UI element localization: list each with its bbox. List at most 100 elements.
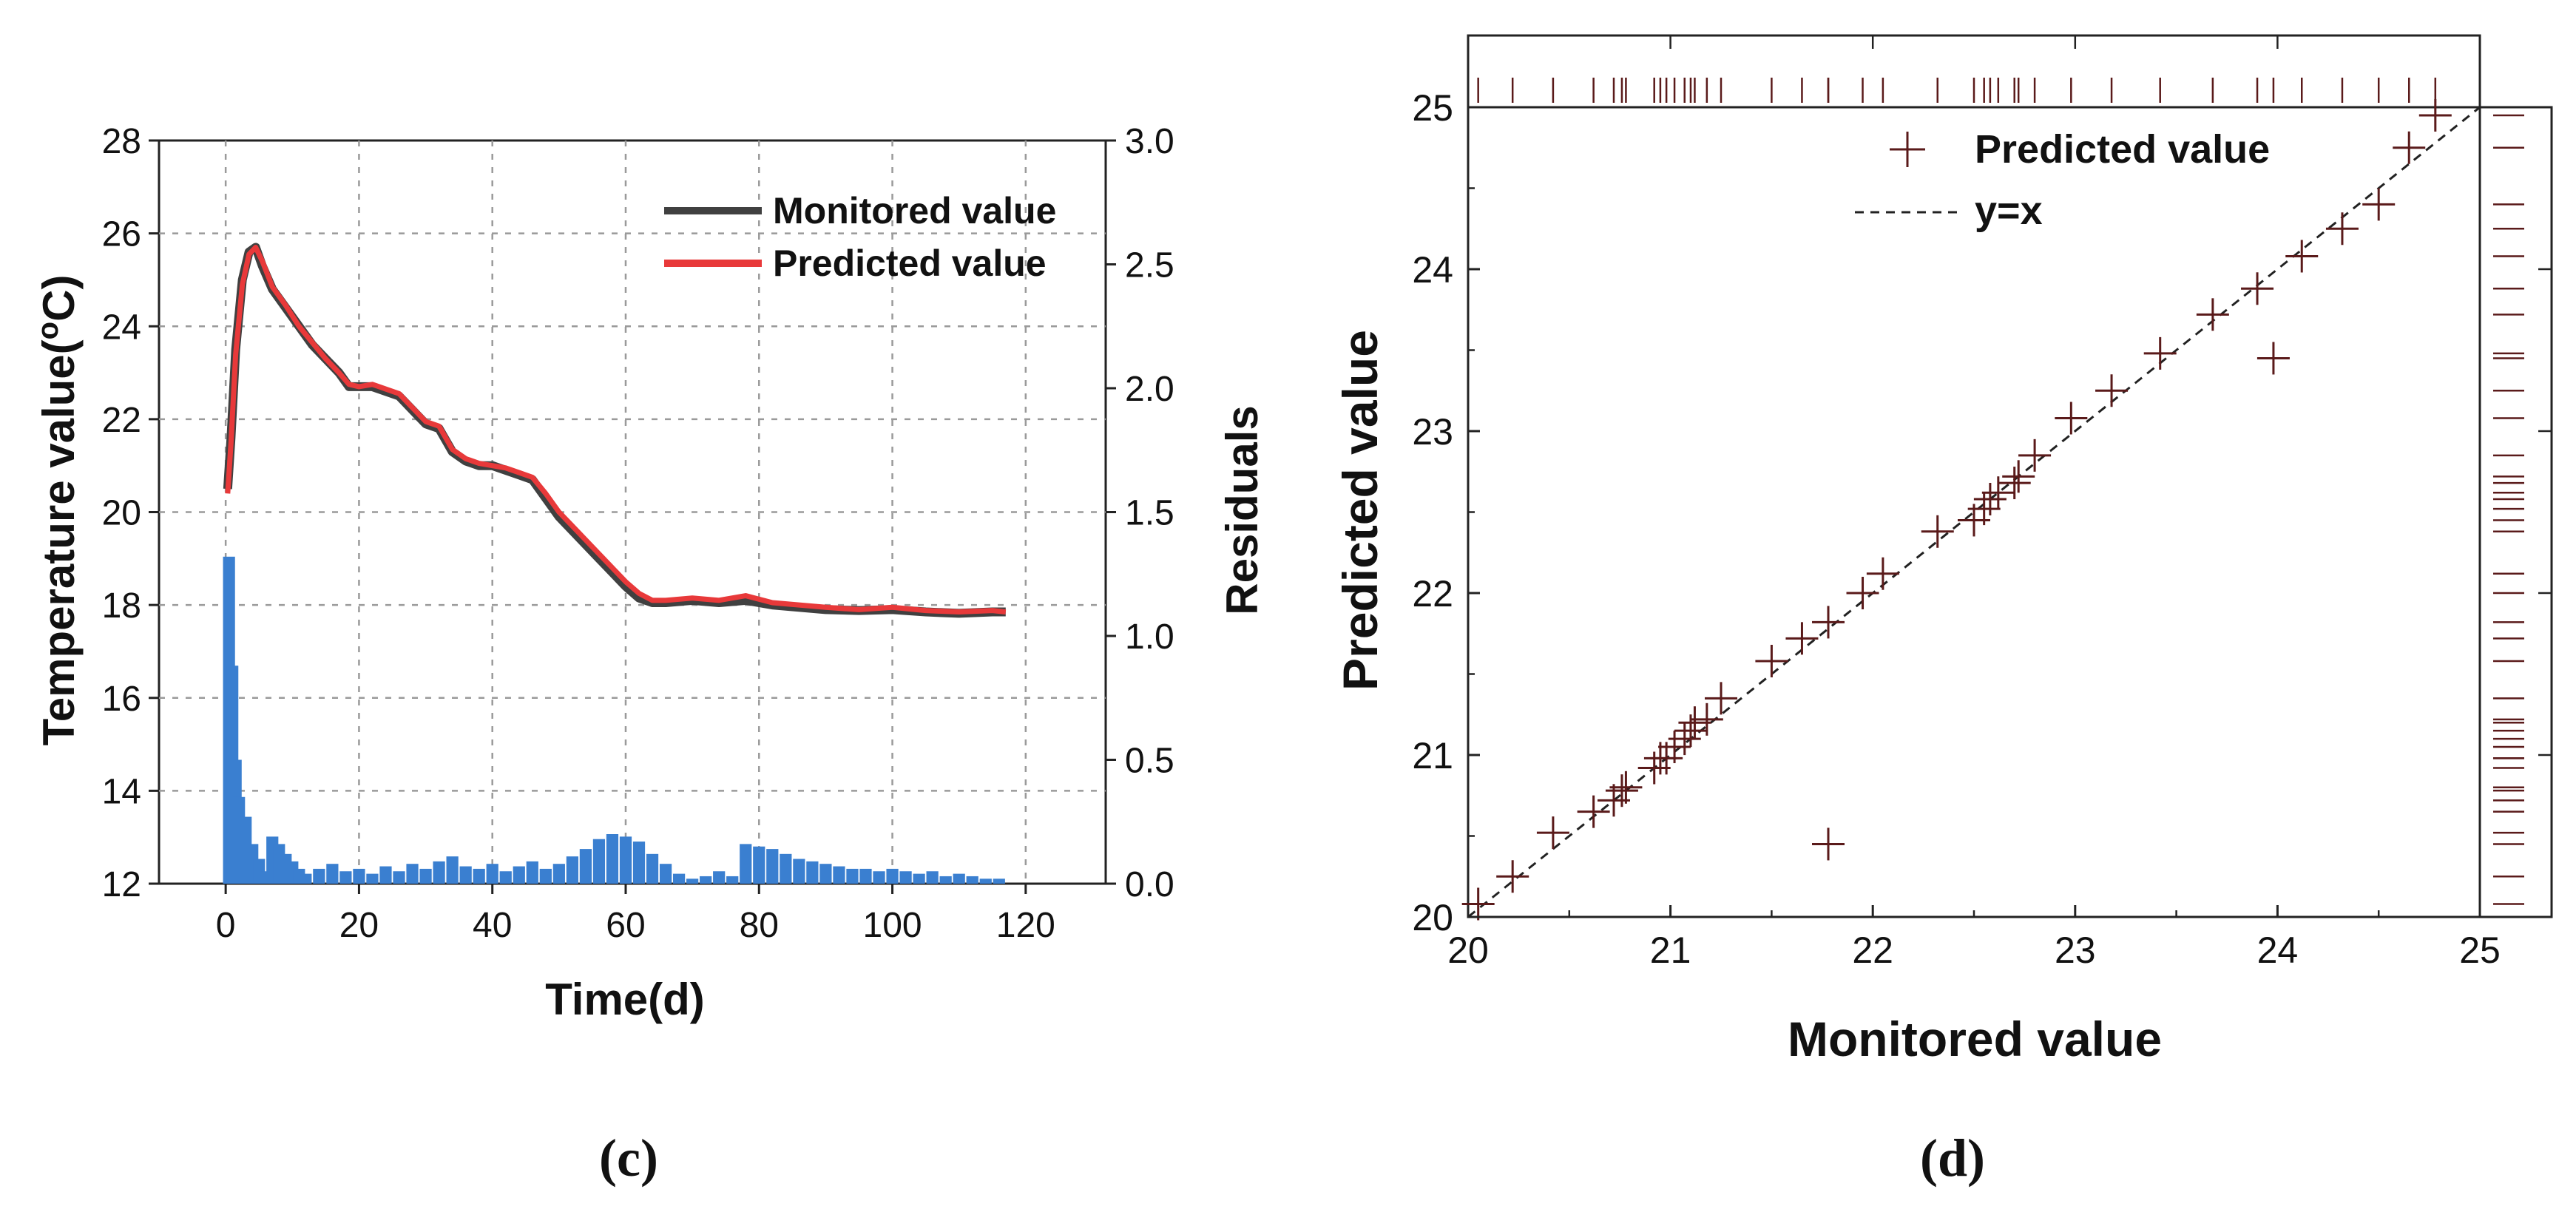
identity-line [1467,106,2481,918]
top-rug-frame [1467,34,2481,109]
scatter-point [1785,622,1819,655]
residual-bar [499,871,512,884]
y2-tick-label: 2.0 [1125,370,1174,409]
scatter-point [2002,460,2035,493]
y2-axis-label: Residuals [1217,405,1267,615]
legend-label-monitored: Monitored value [773,190,1056,231]
residual-bar [700,876,712,884]
x-tick-label: 21 [1650,930,1691,971]
scatter-point [2362,188,2396,221]
residual-bar [632,842,646,884]
residual-bar [979,878,992,884]
y2-tick-label: 1.0 [1125,617,1174,657]
scatter-point [2143,336,2177,370]
scatter-point [1678,706,1711,739]
y-tick-label: 22 [102,401,141,440]
residual-bar [740,844,752,884]
gridlines [159,141,1106,884]
residual-bar [379,866,392,884]
scatter-point [1998,467,2031,500]
y-tick-label: 20 [1412,897,1453,938]
x-tick-label: 80 [740,906,779,945]
x-tick-label: 100 [863,906,922,945]
residual-bar [300,873,312,884]
scatter-point [1866,557,1899,590]
residual-bar [646,853,659,884]
panel-d-scatter-chart: 20 21 22 23 24 25 20 21 22 23 24 25 Monitored valu… [1333,34,2553,1066]
scatter-points [1461,98,2452,921]
residual-bar [672,873,686,884]
top-rug-marks [1467,35,2481,103]
scatter-point [2095,374,2129,407]
scatter-point [1812,827,1845,861]
scatter-point [1755,644,1788,677]
scatter-point [1461,887,1495,921]
residual-bar [939,876,952,884]
scatter-point [1705,682,1737,715]
scatter-point [1496,860,1529,893]
y-axis-ticks: 12 14 16 18 20 22 24 26 28 [102,122,159,904]
residual-bar [753,846,765,884]
x-tick-label: 22 [1852,930,1893,971]
y-tick-label: 12 [102,865,141,904]
scatter-point [1921,515,1954,548]
legend-label-predicted: Predicted value [1975,127,2270,172]
y-tick-label: 22 [1412,573,1453,615]
y-tick-label: 20 [102,494,141,533]
residual-bar [393,871,405,884]
y-tick-label: 16 [102,680,141,719]
legend-marker-plus [1890,132,1925,167]
residual-bar [819,864,832,884]
residual-bar [366,873,379,884]
scatter-point [2055,402,2088,435]
scatter-point [2418,98,2452,132]
residual-bar [766,849,779,884]
residual-bar [353,868,365,884]
scatter-point [1967,492,2001,526]
scatter-point [1577,795,1610,828]
residual-bar [953,873,965,884]
residual-bar [539,868,552,884]
residual-bar [913,873,925,884]
residual-bar [726,876,739,884]
residual-bar [873,871,885,884]
residual-bar [552,864,565,884]
y-tick-label: 18 [102,586,141,626]
residual-bar [419,868,432,884]
y-tick-label: 26 [102,215,141,254]
x-tick-label: 60 [606,906,645,945]
residual-bar [833,866,845,884]
residual-bar [406,864,419,884]
residual-bar [993,878,1005,884]
y2-tick-label: 3.0 [1125,122,1174,161]
y-tick-label: 23 [1412,411,1453,453]
residual-bar [846,868,859,884]
x-tick-label: 24 [2257,930,2299,971]
x-tick-label: 120 [996,906,1055,945]
residual-bar [566,856,578,884]
residual-bar [780,853,792,884]
legend-label-diagonal: y=x [1975,189,2043,233]
x-tick-label: 25 [2459,930,2501,971]
series-lines [223,243,1007,618]
residual-bar [446,856,459,884]
x-axis-label: Time(d) [545,975,705,1024]
residual-bar [513,866,525,884]
y2-tick-label: 0.5 [1125,742,1174,781]
legend: Monitored value Predicted value [664,190,1056,284]
residual-bar [459,866,472,884]
residual-bar [713,871,726,884]
residual-bar [473,868,485,884]
residual-bar [592,839,606,884]
y-tick-label: 28 [102,122,141,161]
y-tick-label: 25 [1412,87,1453,129]
scatter-point [1973,482,2007,515]
residual-bar [526,861,538,884]
x-tick-label: 20 [1447,930,1489,971]
x-axis-label: Monitored value [1788,1012,2162,1066]
y-tick-label: 14 [102,772,141,811]
residual-bar [606,834,619,884]
residual-bar [966,876,978,884]
scatter-point [2285,240,2319,273]
